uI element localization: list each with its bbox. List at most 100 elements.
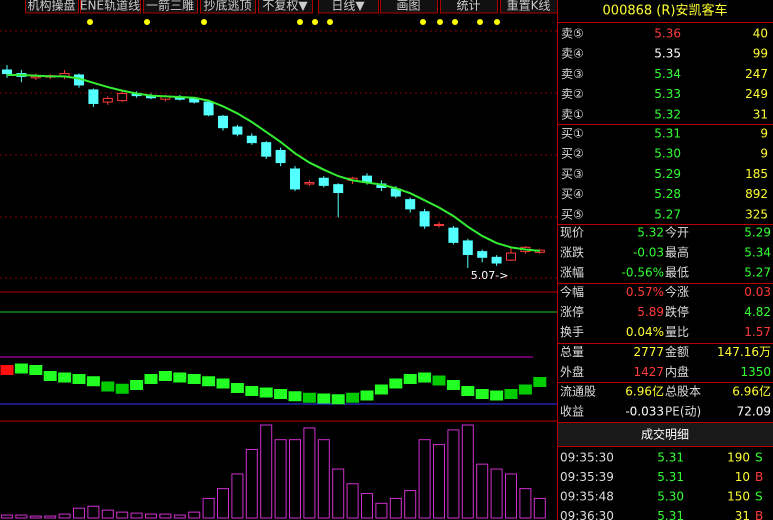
volume-bar bbox=[73, 507, 85, 519]
toolbar-tab bbox=[440, 0, 498, 14]
dot bbox=[312, 19, 318, 25]
toolbar-label: 抄底逃顶 bbox=[203, 0, 251, 13]
book-volume: 9 bbox=[760, 147, 768, 161]
stat-label: 涨幅 bbox=[560, 264, 584, 279]
stat-label: 涨停 bbox=[560, 304, 584, 319]
book-price: 5.31 bbox=[654, 127, 681, 141]
stat-label: 最高 bbox=[665, 244, 689, 259]
signal-bar bbox=[130, 380, 144, 390]
volume-bar bbox=[389, 497, 402, 519]
signal-bar bbox=[346, 392, 360, 403]
trade-side: B bbox=[755, 470, 763, 484]
dot bbox=[327, 19, 333, 25]
book-label: 买③ bbox=[561, 167, 584, 181]
trade-time: 09:35:39 bbox=[560, 470, 614, 484]
trade-side: S bbox=[755, 490, 763, 504]
trade-price: 5.31 bbox=[657, 470, 684, 484]
book-label: 买⑤ bbox=[561, 207, 584, 221]
candle-body bbox=[419, 211, 430, 227]
signal-bar bbox=[360, 390, 374, 401]
signal-bar bbox=[331, 394, 345, 405]
dot bbox=[201, 19, 207, 25]
book-price: 5.35 bbox=[654, 47, 681, 61]
book-price: 5.27 bbox=[654, 207, 681, 221]
signal-bar bbox=[302, 392, 316, 403]
signal-dots bbox=[87, 19, 500, 25]
toolbar-label: 不复权▼ bbox=[262, 0, 308, 13]
book-label: 卖① bbox=[561, 107, 584, 121]
book-price: 5.34 bbox=[654, 67, 681, 81]
stat-value: -0.033 bbox=[625, 405, 664, 419]
signal-bar bbox=[115, 383, 129, 394]
stat-label: 最低 bbox=[665, 265, 689, 279]
signal-bar bbox=[432, 375, 446, 386]
volume-bar bbox=[346, 483, 359, 519]
candle-body bbox=[434, 224, 444, 227]
stock-title: 000868 (R)安凯客车 bbox=[603, 3, 728, 19]
volume-bar bbox=[87, 505, 100, 519]
stat-label: 收益 bbox=[560, 405, 584, 419]
stat-label: 今涨 bbox=[665, 284, 689, 299]
dot bbox=[420, 19, 426, 25]
book-label: 卖⑤ bbox=[561, 27, 584, 41]
stat-value: 6.96亿 bbox=[732, 384, 771, 399]
volume-bar bbox=[274, 439, 287, 519]
signal-bar bbox=[475, 389, 489, 399]
toolbar-label: 日线▼ bbox=[331, 0, 365, 13]
book-volume: 31 bbox=[753, 107, 768, 121]
signal-bar bbox=[158, 371, 172, 381]
ma-line bbox=[7, 73, 540, 252]
candle-body bbox=[2, 69, 12, 75]
book-volume: 247 bbox=[745, 67, 768, 81]
volume-bar bbox=[490, 468, 503, 519]
signal-bar bbox=[202, 376, 216, 387]
toolbar-tab bbox=[143, 0, 198, 14]
book-volume: 185 bbox=[745, 167, 768, 181]
volume-bar bbox=[404, 490, 417, 519]
toolbar-label: 机构操盘 bbox=[27, 0, 75, 13]
candle-body bbox=[261, 142, 272, 157]
candle-body bbox=[246, 135, 257, 144]
toolbar-tab bbox=[380, 0, 438, 14]
candle-body bbox=[232, 126, 243, 135]
signal-bar bbox=[58, 372, 72, 383]
signal-bar bbox=[245, 386, 259, 396]
candle-body bbox=[477, 251, 488, 258]
candle-body bbox=[333, 184, 344, 193]
volume-bar bbox=[101, 509, 114, 519]
signal-bar bbox=[101, 381, 115, 392]
trade-volume: 31 bbox=[735, 509, 750, 520]
low-label: 5.07-> bbox=[471, 269, 509, 282]
volume-bar bbox=[447, 429, 460, 519]
stat-label: 金额 bbox=[665, 344, 689, 359]
signal-bar bbox=[403, 374, 417, 384]
stat-label: 涨跌 bbox=[560, 244, 584, 259]
candle-body bbox=[275, 149, 286, 164]
volume-bar bbox=[1, 514, 13, 519]
toolbar-label: 画图 bbox=[396, 0, 420, 13]
volume-bar bbox=[418, 439, 431, 519]
signal-bar bbox=[259, 387, 273, 398]
candle-body bbox=[304, 182, 315, 185]
volume-bar bbox=[505, 473, 517, 519]
volume-bar bbox=[188, 511, 201, 519]
trade-price: 5.30 bbox=[657, 490, 684, 504]
candle-body bbox=[102, 97, 113, 103]
stat-value: 5.32 bbox=[637, 226, 664, 240]
volume-bar bbox=[29, 515, 42, 519]
volume-bar bbox=[289, 439, 301, 519]
signal-bar bbox=[533, 377, 547, 387]
stat-value: 6.96亿 bbox=[625, 384, 664, 399]
stat-value: -0.56% bbox=[622, 265, 664, 279]
stat-label: 现价 bbox=[560, 226, 584, 240]
volume-bar bbox=[245, 448, 258, 519]
book-label: 买① bbox=[561, 127, 584, 141]
book-label: 卖③ bbox=[561, 67, 584, 81]
trade-volume: 10 bbox=[735, 470, 750, 484]
signal-bar bbox=[446, 380, 460, 390]
volume-bar bbox=[476, 463, 489, 519]
stat-label: 量比 bbox=[665, 325, 689, 339]
signal-bar bbox=[374, 384, 388, 395]
signal-bar bbox=[0, 365, 14, 375]
